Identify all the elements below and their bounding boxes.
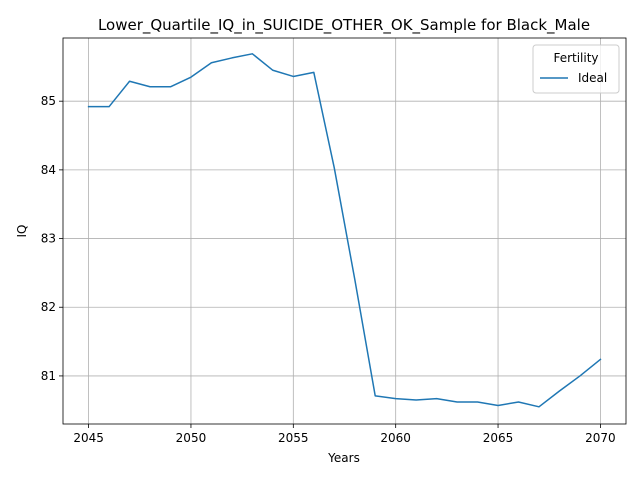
plot-frame [62, 37, 627, 425]
data-point [598, 357, 603, 362]
x-tick-label: 2045 [73, 431, 104, 445]
series-line-ideal [87, 53, 602, 408]
series-layer [86, 51, 603, 409]
data-point [168, 84, 173, 89]
legend: Fertility Ideal [532, 44, 620, 94]
x-axis-label: Years [327, 451, 360, 465]
data-point [536, 404, 541, 409]
x-tick-label: 2050 [176, 431, 207, 445]
y-tick-label: 84 [41, 163, 56, 177]
y-axis-ticks: 81 82 83 84 85 [41, 94, 63, 383]
data-point [577, 373, 582, 378]
data-point [209, 60, 214, 65]
legend-label-ideal: Ideal [578, 71, 607, 85]
data-point [516, 400, 521, 405]
data-point [557, 389, 562, 394]
data-point [496, 403, 501, 408]
data-point [414, 397, 419, 402]
data-point [373, 393, 378, 398]
data-point [250, 51, 255, 56]
data-point [148, 84, 153, 89]
data-point [127, 79, 132, 84]
y-tick-label: 85 [41, 94, 56, 108]
y-tick-label: 81 [41, 369, 56, 383]
data-point [86, 104, 91, 109]
data-point [455, 400, 460, 405]
data-point [434, 396, 439, 401]
grid [63, 38, 626, 424]
x-tick-label: 2065 [483, 431, 514, 445]
data-point [107, 104, 112, 109]
data-point [270, 68, 275, 73]
y-tick-label: 83 [41, 232, 56, 246]
legend-box [532, 44, 620, 94]
data-point [475, 400, 480, 405]
x-tick-label: 2070 [585, 431, 616, 445]
data-point [229, 55, 234, 60]
x-tick-label: 2055 [278, 431, 309, 445]
y-axis-label: IQ [15, 225, 29, 238]
data-point [188, 75, 193, 80]
data-point [332, 165, 337, 170]
data-point [352, 277, 357, 282]
chart-title: Lower_Quartile_IQ_in_SUICIDE_OTHER_OK_Sa… [98, 16, 590, 35]
data-point [393, 396, 398, 401]
x-tick-label: 2060 [380, 431, 411, 445]
y-tick-label: 82 [41, 300, 56, 314]
data-point [291, 74, 296, 79]
data-point [311, 70, 316, 75]
x-axis-ticks: 2045 2050 2055 2060 2065 2070 [73, 424, 616, 445]
legend-title: Fertility [553, 51, 598, 65]
